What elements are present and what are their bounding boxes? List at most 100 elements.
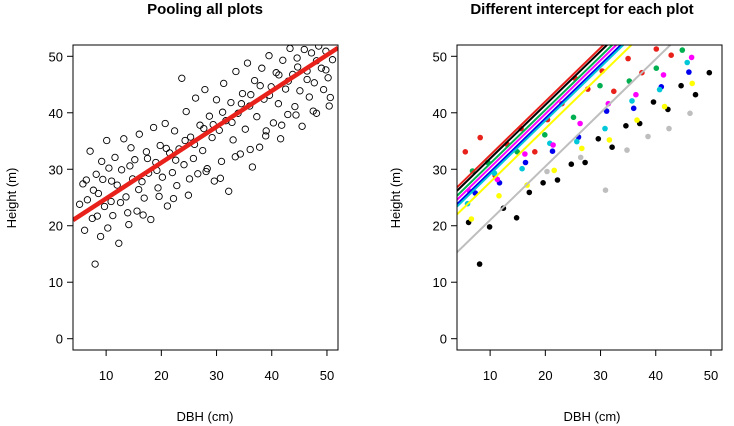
data-point [191,94,200,102]
data-point [522,151,528,157]
data-point [324,74,332,82]
data-point [326,93,334,102]
data-point [550,142,556,148]
plot-fit-line [457,45,672,254]
data-point [544,168,550,175]
data-point [194,170,202,178]
data-point [186,133,195,141]
data-point [262,132,270,140]
data-point [579,145,585,152]
x-axis-label: DBH (cm) [563,409,620,424]
data-point [292,111,300,119]
data-point [161,119,169,128]
y-tick-label: 0 [440,332,447,347]
data-point [105,164,113,172]
data-point [107,197,115,206]
data-point [462,149,469,155]
data-point [86,147,94,155]
data-point [156,141,164,150]
plot-fit-line [457,45,614,197]
data-point [574,138,580,145]
data-point [200,124,208,133]
data-point [196,121,204,129]
data-layer [73,45,338,268]
data-point [115,239,123,247]
data-point [237,100,246,108]
data-point [181,136,189,145]
data-point [169,194,178,203]
data-point [139,211,147,219]
data-point [477,134,484,141]
data-point [624,147,630,153]
data-point [120,135,128,143]
data-point [218,108,227,116]
data-point [170,127,179,135]
data-point [111,153,119,162]
data-point [549,148,556,154]
y-tick-label: 0 [56,332,63,347]
data-point [666,125,672,132]
y-axis-label: Height (m) [4,168,19,229]
plot-fit-line [457,45,605,189]
data-point [678,82,684,89]
data-point [135,130,143,138]
plot-area: 10 20 30 40 50 0 10 20 30 40 50 [433,44,723,383]
data-point [286,45,294,53]
data-point [603,108,610,114]
data-point [246,145,254,154]
data-point [623,123,629,129]
y-tick-label: 10 [433,275,447,290]
data-point [173,181,181,190]
x-tick-label: 10 [99,368,113,383]
data-point [147,215,155,224]
data-point [185,175,194,183]
data-point [158,173,167,181]
data-point [322,66,330,74]
y-tick-label: 30 [433,162,447,177]
data-point [210,177,218,185]
data-point [99,175,107,184]
data-point [686,69,692,75]
data-point [611,88,617,95]
data-point [89,186,98,194]
data-point [275,71,283,79]
data-point [178,74,186,82]
data-point [315,45,323,50]
data-point [96,232,105,241]
data-point [650,99,657,105]
data-point [79,180,87,188]
data-point [328,56,337,64]
data-point [103,136,111,145]
x-tick-label: 30 [209,368,223,383]
chart-title: Different intercept for each plot [470,1,693,18]
data-point [689,80,695,87]
data-point [513,215,520,221]
data-point [310,79,318,87]
data-point [519,165,525,172]
data-point [182,107,190,116]
data-point [661,103,668,110]
data-point [486,224,493,230]
data-point [140,194,148,202]
x-tick-label: 20 [538,368,552,383]
data-point [629,98,635,104]
data-point [202,167,210,176]
data-point [577,120,583,127]
data-point [293,54,301,62]
data-point [107,177,116,185]
plot-area: 10 20 30 40 50 0 10 20 30 40 50 [49,44,339,383]
data-point [127,144,135,152]
y-tick-label: 50 [433,49,447,64]
data-point [570,114,577,121]
x-tick-label: 50 [704,368,718,383]
data-point [162,144,170,153]
data-point [532,149,538,155]
data-point [83,196,92,204]
data-point [522,159,529,166]
data-point [582,159,588,166]
data-point [91,260,99,268]
data-point [163,202,172,210]
data-point [205,112,214,120]
data-point [142,148,151,156]
data-point [229,136,237,144]
